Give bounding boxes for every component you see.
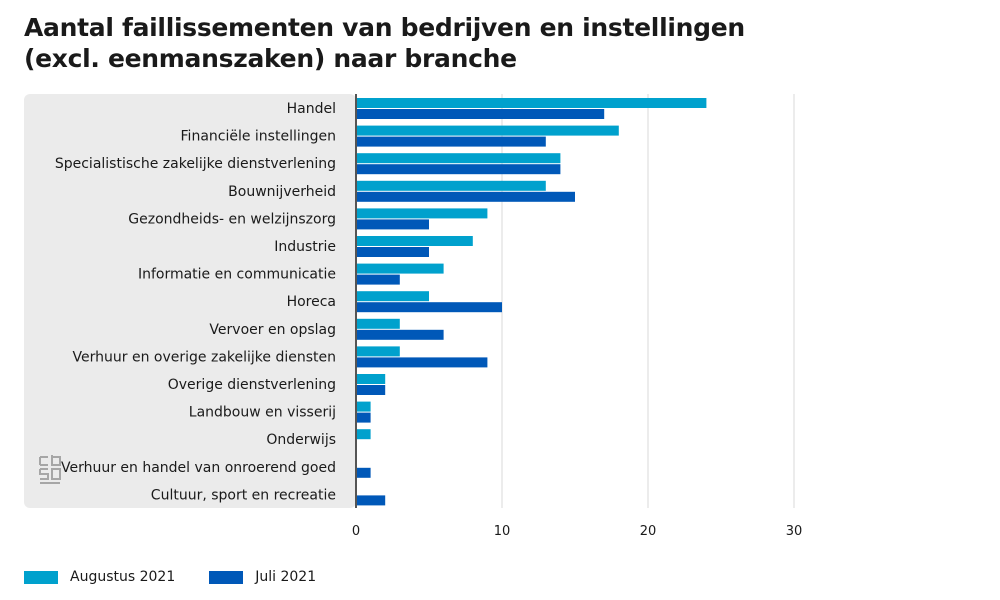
bar-juli-2021 (356, 191, 575, 202)
category-label: Handel (287, 101, 336, 117)
category-label: Gezondheids- en welzijnszorg (128, 211, 336, 227)
x-tick-label-0: 0 (352, 524, 360, 539)
bar-augustus-2021 (356, 374, 386, 384)
label-panel-background (24, 94, 356, 508)
category-label: Overige dienstverlening (168, 377, 336, 393)
bar-augustus-2021 (356, 236, 473, 246)
bar-augustus-2021 (356, 208, 488, 219)
category-label: Verhuur en overige zakelijke diensten (73, 349, 336, 365)
bar-juli-2021 (356, 412, 371, 423)
legend-label: Juli 2021 (255, 569, 317, 585)
bar-augustus-2021 (356, 263, 444, 274)
bar-augustus-2021 (356, 346, 400, 357)
bar-juli-2021 (356, 274, 400, 285)
bar-augustus-2021 (356, 98, 707, 108)
category-label: Onderwijs (266, 432, 336, 448)
category-label: Verhuur en handel van onroerend goed (61, 460, 336, 476)
bar-juli-2021 (356, 329, 444, 340)
category-label: Bouwnijverheid (228, 184, 336, 200)
bar-augustus-2021 (356, 125, 619, 136)
bar-juli-2021 (356, 136, 546, 147)
legend-item: Augustus 2021 (24, 569, 175, 585)
bar-augustus-2021 (356, 180, 546, 191)
bar-juli-2021 (356, 385, 386, 395)
chart-title: Aantal faillissementen van bedrijven en … (24, 13, 745, 73)
x-tick-label-10: 10 (494, 524, 511, 539)
bar-juli-2021 (356, 467, 371, 478)
bar-juli-2021 (356, 495, 386, 506)
category-label: Vervoer en opslag (209, 322, 336, 338)
bar-augustus-2021 (356, 429, 371, 440)
category-label: Industrie (274, 239, 336, 255)
bar-juli-2021 (356, 219, 429, 230)
bar-augustus-2021 (356, 291, 429, 302)
bar-augustus-2021 (356, 401, 371, 412)
bar-juli-2021 (356, 302, 502, 313)
category-label: Cultuur, sport en recreatie (151, 487, 336, 503)
x-tick-label-30: 30 (786, 524, 803, 539)
cbs-logo-icon (39, 455, 61, 484)
bar-chart: Handel Financiële instellingen Specialisti… (24, 94, 802, 539)
legend-swatch (209, 570, 244, 584)
category-label: Specialistische zakelijke dienstverlenin… (55, 156, 336, 172)
category-label: Landbouw en visserij (189, 405, 336, 421)
bar-augustus-2021 (356, 318, 400, 329)
bar-juli-2021 (356, 109, 605, 119)
legend-swatch (24, 570, 58, 584)
category-label: Financiële instellingen (181, 129, 336, 145)
bar-series-group (356, 98, 707, 506)
x-tick-label-20: 20 (640, 524, 657, 539)
category-label: Informatie en communicatie (138, 267, 336, 283)
legend-label: Augustus 2021 (70, 569, 176, 585)
bar-juli-2021 (356, 247, 429, 257)
legend: Augustus 2021 Juli 2021 (24, 567, 350, 587)
bar-augustus-2021 (356, 153, 561, 164)
bar-juli-2021 (356, 164, 561, 175)
bar-juli-2021 (356, 357, 488, 368)
category-labels: Handel Financiële instellingen Specialisti… (55, 101, 336, 503)
legend-item: Juli 2021 (209, 569, 316, 585)
category-label: Horeca (287, 294, 336, 310)
x-tick-labels: 0 10 20 30 (352, 524, 802, 539)
